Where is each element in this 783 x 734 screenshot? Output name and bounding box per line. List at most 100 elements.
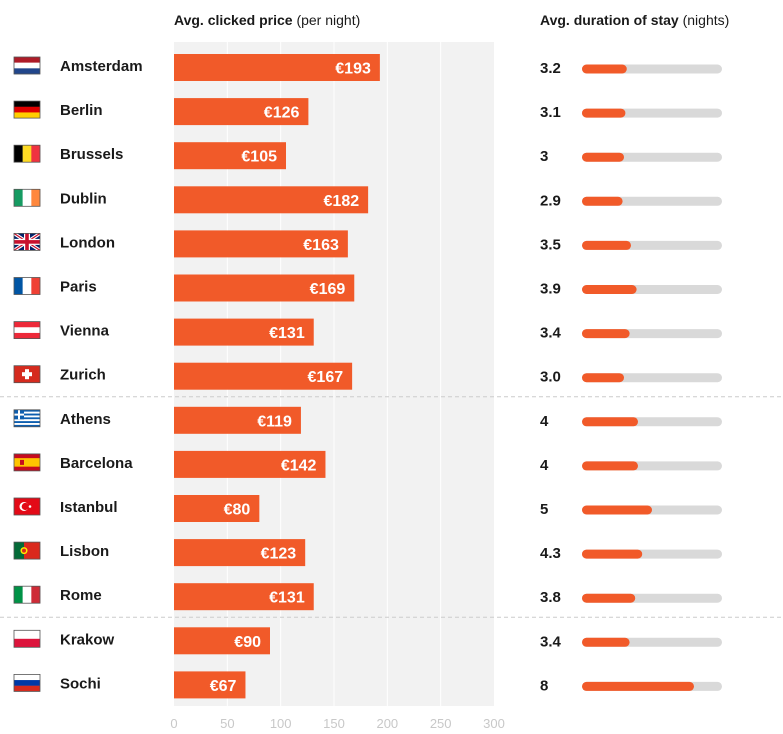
stay-bar bbox=[582, 461, 638, 471]
stay-panel-title: Avg. duration of stay (nights) bbox=[540, 12, 729, 28]
stay-bar bbox=[582, 637, 630, 647]
city-label: Krakow bbox=[60, 631, 115, 648]
stay-value-label: 4.3 bbox=[540, 545, 561, 562]
price-data-label: €131 bbox=[269, 590, 305, 607]
poland-flag-icon bbox=[13, 629, 41, 648]
x-tick-label: 50 bbox=[220, 716, 234, 731]
stay-bar bbox=[582, 240, 631, 250]
x-tick-label: 0 bbox=[170, 716, 177, 731]
turkey-flag-icon bbox=[13, 497, 41, 516]
stay-title-bold: Avg. duration of stay bbox=[540, 12, 679, 28]
price-bar bbox=[174, 54, 380, 81]
city-label: Istanbul bbox=[60, 499, 118, 516]
city-label: Brussels bbox=[60, 146, 123, 163]
stay-bar bbox=[582, 505, 652, 515]
stay-bar bbox=[582, 593, 636, 603]
russia-flag-icon bbox=[13, 674, 41, 692]
price-bar bbox=[174, 539, 306, 567]
stay-value-label: 3.1 bbox=[540, 104, 561, 121]
belgium-flag-icon bbox=[13, 144, 41, 163]
price-data-label: €90 bbox=[234, 634, 261, 651]
stay-bar bbox=[582, 549, 643, 559]
france-flag-icon bbox=[13, 277, 41, 295]
price-data-label: €67 bbox=[210, 678, 237, 695]
city-label: Amsterdam bbox=[60, 58, 143, 75]
price-title-bold: Avg. clicked price bbox=[174, 12, 293, 28]
stay-value-label: 2.9 bbox=[540, 192, 561, 209]
stay-bar bbox=[582, 64, 627, 74]
netherlands-flag-icon bbox=[13, 56, 41, 75]
stay-value-label: 5 bbox=[540, 501, 548, 518]
city-label: London bbox=[60, 234, 115, 251]
price-bar bbox=[174, 671, 246, 699]
x-tick-label: 200 bbox=[376, 716, 398, 731]
x-tick-label: 100 bbox=[270, 716, 292, 731]
x-tick-label: 300 bbox=[483, 716, 505, 731]
stay-bar bbox=[582, 681, 694, 691]
stay-value-label: 3.2 bbox=[540, 60, 561, 77]
stay-value-label: 3.9 bbox=[540, 281, 561, 298]
x-tick-label: 150 bbox=[323, 716, 345, 731]
price-data-label: €193 bbox=[335, 61, 371, 78]
stay-value-label: 8 bbox=[540, 677, 548, 694]
price-data-label: €142 bbox=[281, 457, 317, 474]
price-bar bbox=[174, 186, 369, 214]
price-title-rest: (per night) bbox=[296, 12, 361, 28]
price-bar bbox=[174, 583, 314, 611]
price-data-label: €123 bbox=[261, 546, 297, 563]
city-label: Athens bbox=[60, 411, 111, 428]
stay-value-label: 3.5 bbox=[540, 236, 561, 253]
price-data-label: €169 bbox=[310, 281, 346, 298]
austria-flag-icon bbox=[13, 321, 41, 340]
price-data-label: €182 bbox=[324, 193, 360, 210]
city-label: Vienna bbox=[60, 323, 110, 340]
price-data-label: €167 bbox=[308, 369, 344, 386]
stay-value-label: 4 bbox=[540, 413, 549, 430]
greece-flag-icon bbox=[13, 409, 41, 428]
price-bar bbox=[174, 318, 314, 346]
city-label: Dublin bbox=[60, 190, 107, 207]
spain-flag-icon bbox=[13, 453, 41, 472]
city-label: Zurich bbox=[60, 367, 106, 384]
x-tick-label: 250 bbox=[430, 716, 452, 731]
price-data-label: €163 bbox=[303, 237, 339, 254]
stay-bar bbox=[582, 329, 630, 339]
price-data-label: €105 bbox=[241, 149, 277, 166]
germany-flag-icon bbox=[13, 100, 41, 119]
price-bar bbox=[174, 274, 355, 302]
stay-bar bbox=[582, 108, 626, 118]
price-bar bbox=[174, 450, 326, 478]
price-bar bbox=[174, 495, 260, 522]
stay-value-label: 3.4 bbox=[540, 633, 562, 650]
price-bar bbox=[174, 362, 353, 390]
ireland-flag-icon bbox=[13, 188, 41, 207]
price-data-label: €80 bbox=[224, 502, 251, 519]
city-label: Sochi bbox=[60, 675, 101, 692]
city-label: Lisbon bbox=[60, 543, 109, 560]
switzerland-flag-icon bbox=[13, 365, 41, 384]
italy-flag-icon bbox=[13, 585, 41, 604]
city-label: Rome bbox=[60, 587, 102, 604]
stay-value-label: 3.4 bbox=[540, 325, 562, 342]
stay-bar bbox=[582, 373, 624, 383]
price-data-label: €131 bbox=[269, 325, 305, 342]
price-bar bbox=[174, 98, 309, 126]
city-label: Berlin bbox=[60, 102, 103, 119]
price-bar bbox=[174, 627, 270, 655]
stay-value-label: 4 bbox=[540, 457, 549, 474]
price-data-label: €126 bbox=[264, 105, 300, 122]
price-bar bbox=[174, 142, 286, 170]
stay-bar bbox=[582, 152, 624, 162]
city-label: Paris bbox=[60, 279, 97, 296]
uk-flag-icon bbox=[13, 231, 41, 252]
price-bar bbox=[174, 230, 348, 258]
stay-bar bbox=[582, 417, 638, 427]
price-bar bbox=[174, 406, 301, 434]
stay-title-rest: (nights) bbox=[682, 12, 730, 28]
stay-value-label: 3.0 bbox=[540, 369, 561, 386]
stay-value-label: 3 bbox=[540, 148, 548, 165]
stay-value-label: 3.8 bbox=[540, 589, 561, 606]
portugal-flag-icon bbox=[13, 541, 41, 560]
price-data-label: €119 bbox=[257, 413, 292, 430]
